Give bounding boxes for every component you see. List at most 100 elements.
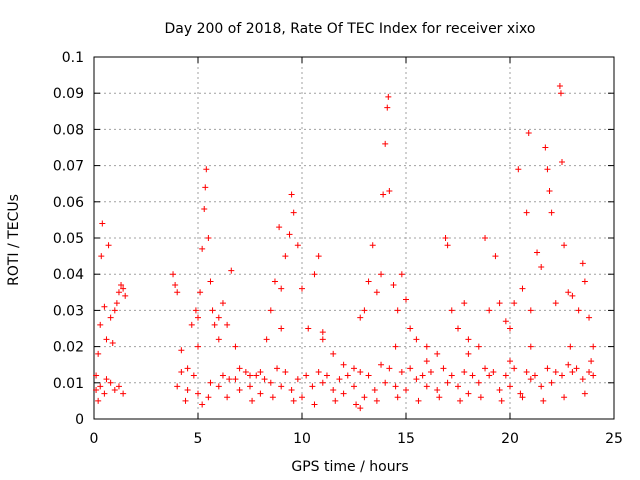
data-point — [101, 390, 108, 397]
data-point — [274, 365, 281, 372]
gridlines — [94, 57, 614, 419]
data-point — [569, 368, 576, 375]
data-point — [398, 368, 405, 375]
data-point — [378, 271, 385, 278]
data-point — [315, 253, 322, 260]
data-point — [390, 282, 397, 289]
data-point — [442, 235, 449, 241]
data-point — [103, 376, 110, 383]
data-point — [392, 383, 399, 390]
data-point — [219, 300, 226, 307]
data-point — [323, 372, 330, 379]
y-axis-label: ROTI / TECUs — [6, 194, 22, 286]
data-point — [531, 372, 538, 379]
data-point — [448, 307, 455, 314]
data-point — [174, 289, 181, 296]
data-point — [392, 343, 399, 350]
data-point — [269, 394, 276, 401]
data-point — [267, 379, 274, 386]
data-point — [413, 376, 420, 383]
data-point — [215, 314, 222, 321]
data-point — [207, 379, 214, 386]
data-point — [423, 383, 430, 390]
data-point — [384, 104, 391, 111]
data-point — [195, 314, 201, 321]
x-tick-label: 5 — [194, 431, 203, 447]
data-point — [538, 383, 545, 390]
data-point — [205, 235, 212, 241]
data-point — [247, 383, 253, 390]
data-point — [192, 307, 199, 314]
data-point — [573, 365, 580, 372]
data-point — [199, 401, 206, 408]
data-point — [294, 242, 301, 249]
data-point — [319, 379, 326, 386]
data-point — [373, 289, 380, 296]
data-point — [557, 90, 564, 97]
data-point — [475, 343, 482, 350]
data-point — [581, 278, 588, 285]
data-point — [502, 372, 509, 379]
data-point — [319, 329, 326, 336]
data-point — [290, 209, 297, 216]
data-point — [111, 387, 118, 394]
data-point — [496, 300, 503, 307]
data-point — [590, 372, 597, 379]
data-point — [303, 372, 310, 379]
y-tick-label: 0.06 — [53, 195, 84, 211]
data-point — [407, 325, 414, 332]
data-point — [98, 253, 105, 260]
data-point — [103, 336, 110, 343]
data-point — [340, 390, 347, 397]
data-point — [373, 397, 380, 404]
data-point — [496, 387, 503, 394]
data-point — [224, 321, 231, 328]
axis-ticks — [93, 56, 615, 420]
data-point — [311, 271, 318, 278]
data-point — [236, 387, 243, 394]
data-point — [492, 253, 499, 260]
data-point — [586, 314, 593, 321]
data-point — [211, 321, 218, 328]
data-point — [559, 372, 565, 379]
data-point — [330, 387, 337, 394]
data-point — [477, 394, 484, 401]
data-point — [286, 231, 293, 238]
data-point — [263, 336, 270, 343]
data-point — [351, 365, 357, 372]
data-point — [340, 361, 347, 368]
data-point — [515, 166, 522, 173]
data-point — [385, 93, 392, 100]
data-point — [330, 350, 337, 357]
data-point — [579, 376, 586, 383]
data-point — [170, 271, 177, 278]
data-point — [207, 278, 214, 285]
data-point — [201, 206, 208, 213]
data-point — [99, 220, 106, 227]
data-point — [107, 314, 114, 321]
data-point — [353, 401, 360, 408]
data-point — [369, 242, 376, 249]
data-point — [101, 303, 108, 310]
data-point — [527, 307, 534, 314]
data-point — [465, 390, 472, 397]
data-point — [527, 376, 534, 383]
data-point — [403, 296, 409, 303]
data-point — [109, 339, 116, 346]
data-point — [378, 361, 385, 368]
data-point — [434, 350, 441, 357]
data-point — [482, 235, 489, 241]
data-point — [115, 289, 122, 296]
data-point — [461, 368, 468, 375]
data-point — [188, 321, 195, 328]
data-point — [517, 390, 524, 397]
data-point — [523, 209, 530, 216]
data-point — [575, 307, 582, 314]
data-point — [261, 376, 268, 383]
data-point — [502, 318, 509, 325]
data-point — [95, 350, 102, 357]
data-point — [228, 267, 235, 274]
data-point — [190, 372, 197, 379]
data-point — [172, 282, 179, 289]
